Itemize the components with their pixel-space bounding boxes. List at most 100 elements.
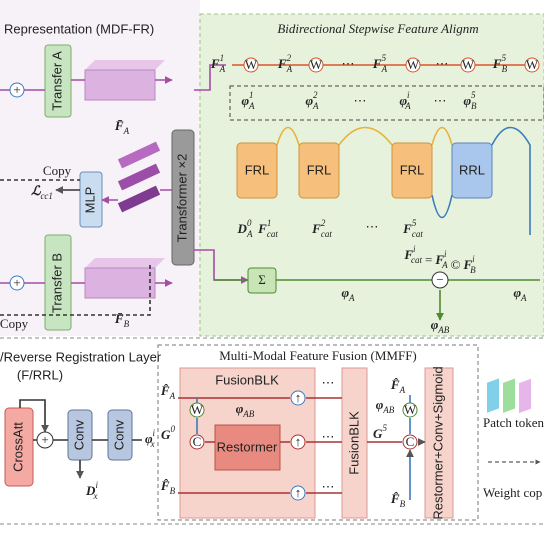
label: ⋯: [436, 56, 449, 71]
text-part: φ: [376, 397, 384, 412]
fusion-flow: [178, 397, 425, 494]
text-part: 5: [502, 53, 507, 63]
text-part: D: [85, 483, 96, 498]
text-part: F: [372, 56, 382, 71]
up-node: [290, 485, 306, 501]
label: Restormer: [217, 439, 278, 454]
label: F̂B: [390, 491, 406, 509]
text-part: AB: [242, 409, 254, 419]
text-part: AB: [382, 405, 394, 415]
label: φAB: [431, 317, 450, 335]
text-part: B: [170, 486, 176, 496]
text-part: φ: [145, 431, 153, 446]
label: ↑: [295, 390, 302, 405]
text-part: φ: [341, 285, 349, 300]
label: W: [462, 57, 475, 72]
label: +: [41, 432, 48, 447]
text-part: 5: [412, 218, 417, 228]
label: φA: [341, 285, 355, 303]
label: FRL: [400, 162, 425, 177]
up-node: [290, 434, 306, 450]
label: Multi-Modal Feature Fusion (MMFF): [219, 348, 417, 363]
label: Transfer A: [49, 51, 64, 111]
text-part: 2: [321, 218, 326, 228]
plus-node: [9, 82, 25, 98]
label: Copy: [0, 316, 29, 331]
plus-node: [9, 275, 25, 291]
w-node: [308, 57, 324, 73]
label: /Reverse Registration Layer: [0, 349, 162, 364]
text-part: i: [472, 254, 475, 264]
label: Weight cop: [483, 485, 542, 500]
text-part: A: [348, 293, 355, 303]
text-part: F: [210, 56, 220, 71]
w-node: [460, 57, 476, 73]
text-part: 5: [471, 90, 476, 100]
label: φi A: [399, 90, 411, 111]
text-part: A: [248, 101, 255, 111]
text-part: A: [404, 101, 411, 111]
text-part: F̂: [390, 491, 400, 506]
label: ⋯: [434, 93, 447, 108]
text-part: 5: [382, 53, 387, 63]
w-node: [402, 402, 418, 418]
label: F2 cat: [311, 218, 332, 239]
label: G5: [373, 423, 387, 441]
label: Σ: [258, 272, 266, 287]
label: Copy: [43, 163, 72, 178]
text-part: A: [399, 385, 406, 395]
text-part: 0: [170, 424, 175, 434]
flow-mlp: [102, 189, 172, 200]
text-part: 2: [287, 53, 292, 63]
label: W: [404, 402, 417, 417]
label: F1 cat: [257, 218, 278, 239]
text-part: φ: [236, 401, 244, 416]
label: RRL: [459, 162, 485, 177]
registration-flow: [33, 439, 142, 478]
text-part: F̄: [114, 118, 124, 133]
label: F̂A: [160, 383, 176, 401]
label: W: [407, 57, 420, 72]
w-node: [243, 57, 259, 73]
restormer-box: [214, 424, 281, 471]
residual: [19, 399, 49, 433]
label: F5 cat: [402, 218, 423, 239]
text-part: φ: [305, 93, 313, 108]
c-node: [189, 434, 205, 450]
text-part: G: [161, 427, 171, 442]
text-part: F̄: [114, 311, 124, 326]
mmff-panel: [157, 344, 479, 521]
w-node: [524, 57, 540, 73]
label: −: [436, 272, 443, 287]
up-node: [290, 390, 306, 406]
rrl-flow: [431, 126, 531, 235]
text-part: F̂: [390, 377, 400, 392]
label: CrossAtt: [10, 422, 25, 472]
text-part: 2: [313, 90, 318, 100]
text-part: F: [462, 257, 472, 272]
label: ⋯: [354, 93, 367, 108]
text-part: 5: [382, 423, 387, 433]
label: Transfer B: [49, 253, 64, 313]
label: F̂A: [390, 377, 406, 395]
patch-tokens-mid: [117, 141, 161, 213]
label: φ5 B: [463, 90, 477, 111]
label: Fi cat = Fi A © Fi B: [403, 244, 476, 275]
label: φ2 A: [305, 90, 319, 111]
label: FusionBLK: [346, 411, 361, 475]
text-part: i: [95, 480, 98, 490]
text-part: F: [257, 221, 267, 236]
label: Conv: [111, 419, 126, 450]
text-part: 0: [247, 218, 252, 228]
label: W: [526, 57, 539, 72]
label: +: [13, 82, 20, 97]
text-part: F: [403, 247, 413, 262]
text-part: 1: [249, 90, 254, 100]
text-part: B: [400, 499, 406, 509]
text-part: D: [237, 221, 248, 236]
text-part: A: [169, 391, 176, 401]
text-part: i: [413, 244, 416, 254]
text-part: φ: [241, 93, 249, 108]
text-part: F: [492, 56, 502, 71]
